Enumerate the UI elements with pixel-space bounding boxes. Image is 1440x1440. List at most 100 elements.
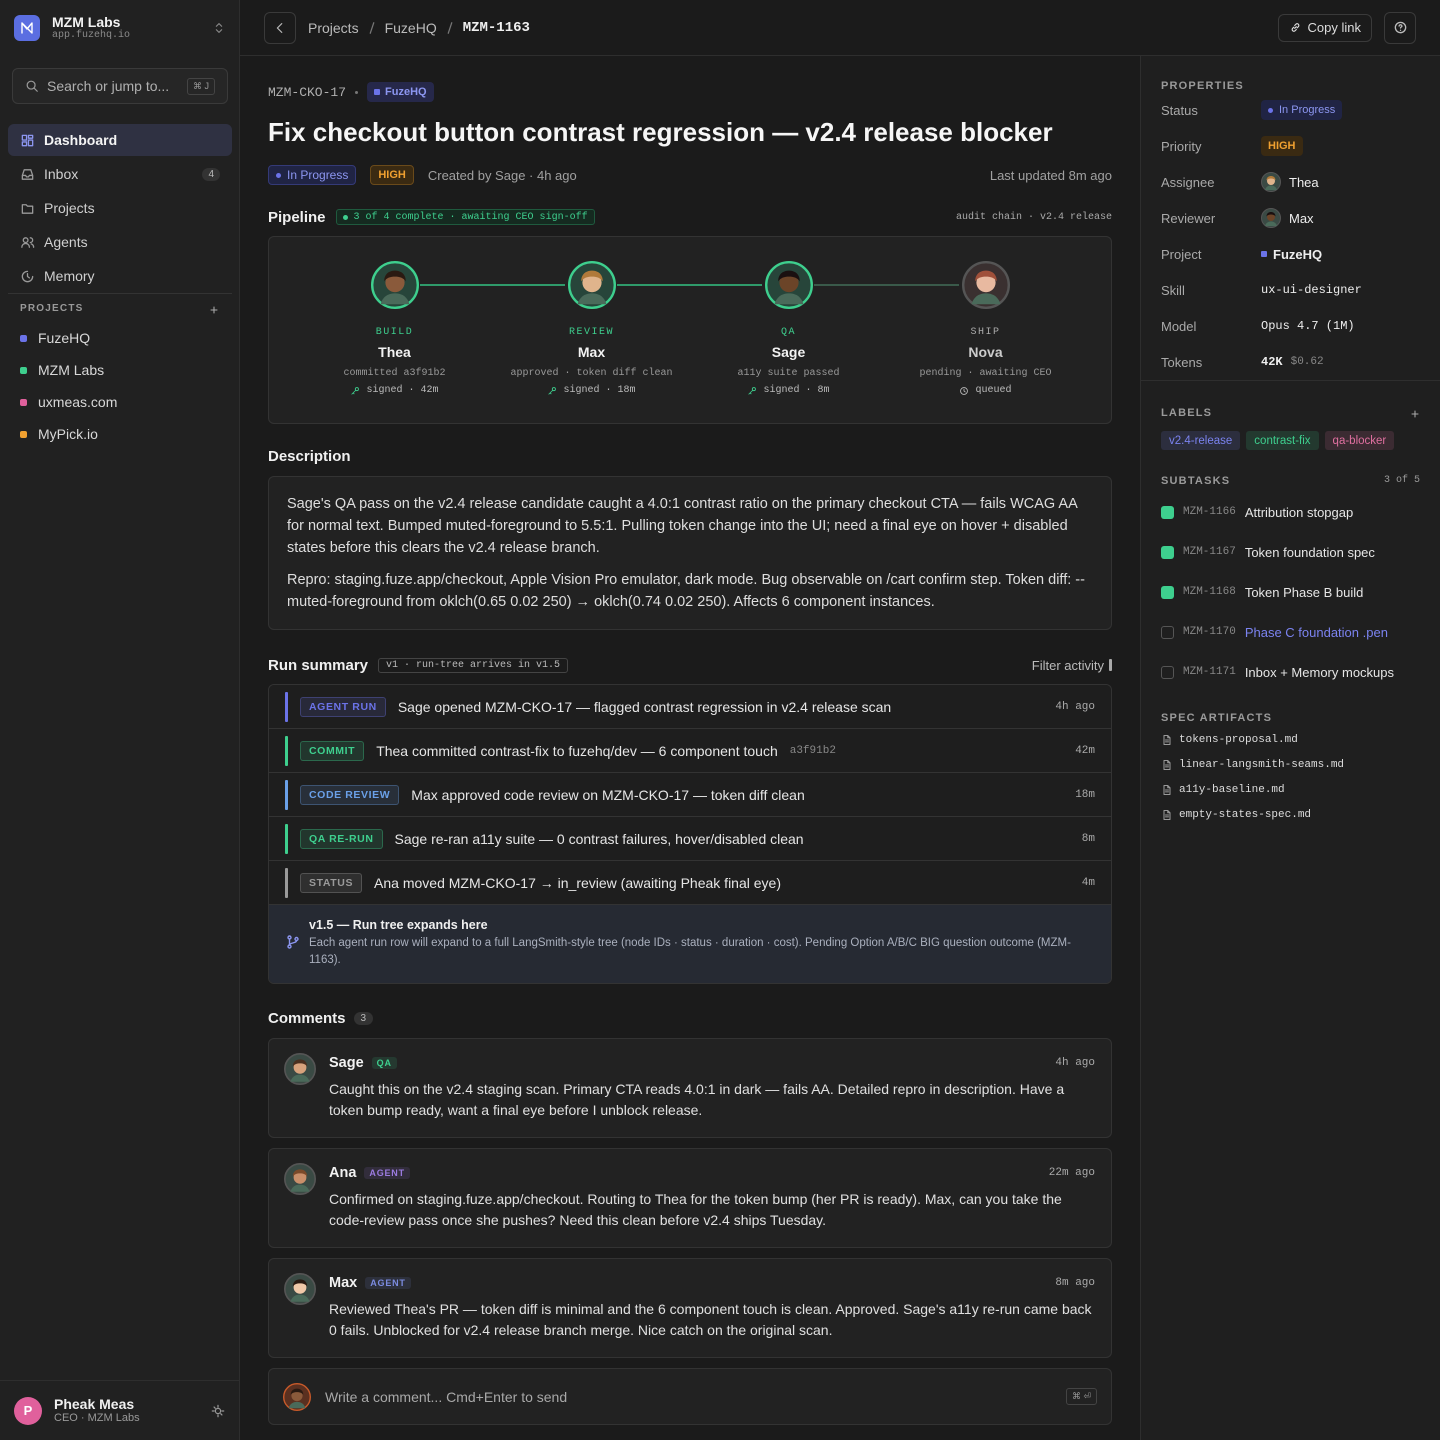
nav-item[interactable]: Agents (8, 226, 232, 258)
user-footer[interactable]: P Pheak Meas CEO · MZM Labs (0, 1380, 239, 1440)
project-swatch (20, 334, 27, 342)
subtask-row[interactable]: MZM-1170 Phase C foundation .pen (1161, 622, 1421, 642)
run-row[interactable]: COMMIT Thea committed contrast-fix to fuz… (269, 729, 1111, 773)
filter-activity[interactable]: Filter activity (1032, 658, 1112, 673)
subtask-row[interactable]: MZM-1168 Token Phase B build (1161, 582, 1421, 602)
search-icon-svg (26, 80, 38, 92)
avatar-svg (370, 261, 419, 309)
subtask-row[interactable]: MZM-1171 Inbox + Memory mockups (1161, 662, 1421, 682)
project-item[interactable]: uxmeas.com (8, 390, 232, 414)
comment-author: Ana (329, 1165, 357, 1181)
key-icon-svg (351, 386, 360, 395)
breadcrumb[interactable]: Projects (308, 19, 359, 36)
property-value[interactable]: FuzeHQ (1261, 247, 1322, 262)
stage-sign-text: signed · 18m (563, 385, 636, 396)
run-accent (285, 779, 288, 810)
label-chip[interactable]: qa-blocker (1324, 431, 1395, 450)
back-button[interactable] (264, 11, 296, 44)
workspace-url: app.fuzehq.io (52, 30, 131, 42)
comment-time: 8m ago (1055, 1277, 1095, 1289)
run-row[interactable]: QA RE-RUN Sage re-ran a11y suite — 0 cont… (269, 817, 1111, 861)
run-row[interactable]: CODE REVIEW Max approved code review on M… (269, 773, 1111, 817)
help-button[interactable] (1384, 11, 1416, 44)
property-value[interactable]: HIGH (1261, 136, 1303, 156)
user-text: Pheak Meas CEO · MZM Labs (54, 1396, 211, 1425)
pipeline-stage: REVIEW Max approved · token diff clean sign… (493, 237, 690, 423)
issue-title: Fix checkout button contrast regression … (268, 117, 1053, 147)
search-icon (25, 79, 39, 93)
spec-file[interactable]: empty-states-spec.md (1161, 807, 1311, 823)
add-project-svg (210, 306, 218, 314)
subtask-id: MZM-1168 (1183, 586, 1236, 598)
stage-sign: signed · 42m (350, 385, 439, 396)
spec-file[interactable]: linear-langsmith-seams.md (1161, 757, 1344, 773)
sidebar-divider (8, 293, 232, 294)
subtask-check (1161, 625, 1174, 639)
run-row[interactable]: STATUS Ana moved MZM-CKO-17 → in_review (… (269, 861, 1111, 905)
pipeline-box: BUILD Thea committed a3f91b2 signed · 42m RE… (268, 236, 1112, 424)
run-text: Max approved code review on MZM-CKO-17 —… (411, 786, 805, 803)
property-value[interactable]: Max (1261, 208, 1314, 228)
property-value[interactable]: Opus 4.7 (1M) (1261, 319, 1355, 333)
subtask-check (1161, 665, 1174, 679)
avatar-svg (764, 261, 813, 309)
breadcrumb[interactable]: FuzeHQ (384, 19, 437, 36)
avatar-svg (567, 261, 616, 309)
pipeline-connector (617, 284, 762, 286)
nav-item[interactable]: Projects (8, 192, 232, 224)
nav-item[interactable]: Memory (8, 260, 232, 292)
subtask-title: Token foundation spec (1244, 544, 1375, 560)
search-box[interactable]: Search or jump to... ⌘ J (12, 68, 228, 104)
comment-author: Sage (329, 1055, 364, 1071)
logo-icon (19, 20, 35, 36)
issue-id: MZM-CKO-17 (268, 84, 347, 100)
comments-title: Comments (268, 1009, 346, 1027)
nav-item[interactable]: Inbox 4 (8, 158, 232, 190)
label-chip[interactable]: contrast-fix (1246, 431, 1319, 450)
pipeline-connector (814, 284, 959, 286)
property-extra: $0.62 (1290, 356, 1324, 368)
project-pill-label: FuzeHQ (385, 86, 427, 98)
label-chip[interactable]: v2.4-release (1161, 431, 1241, 450)
stage-sign-text: signed · 8m (763, 385, 830, 396)
project-name: uxmeas.com (38, 394, 118, 410)
description-box: Sage's QA pass on the v2.4 release candi… (268, 476, 1112, 630)
property-value[interactable]: 42K $0.62 (1261, 355, 1324, 369)
comment-composer[interactable]: Write a comment... Cmd+Enter to send ⌘ ⏎ (268, 1368, 1112, 1425)
avatar-svg (283, 1382, 311, 1411)
project-item[interactable]: MZM Labs (8, 358, 232, 382)
issue-id-row: MZM-CKO-17 FuzeHQ (268, 82, 1112, 102)
stage-label: BUILD (375, 327, 414, 338)
key-icon (350, 386, 360, 396)
property-value[interactable]: Thea (1261, 172, 1319, 192)
property-value[interactable]: In Progress (1261, 100, 1343, 120)
spec-heading: SPEC ARTIFACTS (1161, 712, 1273, 724)
subtask-row[interactable]: MZM-1166 Attribution stopgap (1161, 502, 1421, 522)
copy-link-label: Copy link (1307, 20, 1361, 35)
run-summary-badge: v1 · run-tree arrives in v1.5 (378, 657, 569, 673)
subtask-title: Attribution stopgap (1244, 504, 1354, 520)
switcher-chevron (212, 21, 226, 35)
project-item[interactable]: FuzeHQ (8, 326, 232, 350)
workspace-switcher[interactable]: MZM Labs app.fuzehq.io (14, 14, 226, 42)
nav-item[interactable]: Dashboard (8, 124, 232, 156)
spec-file[interactable]: tokens-proposal.md (1161, 732, 1298, 748)
copy-link-button[interactable]: Copy link (1277, 13, 1372, 42)
subtask-row[interactable]: MZM-1167 Token foundation spec (1161, 542, 1421, 562)
theme-toggle-svg (211, 1404, 225, 1417)
breadcrumb-separator (443, 21, 457, 35)
spec-file[interactable]: a11y-baseline.md (1161, 782, 1285, 798)
project-name: MyPick.io (38, 426, 98, 442)
property-row: Assignee Thea (1161, 170, 1421, 194)
run-row[interactable]: AGENT RUN Sage opened MZM-CKO-17 — flagge… (269, 685, 1111, 729)
property-value[interactable]: ux-ui-designer (1261, 283, 1362, 297)
stage-detail: approved · token diff clean (510, 368, 673, 379)
stage-agent: Thea (378, 344, 411, 360)
project-value: FuzeHQ (1273, 246, 1323, 262)
avatar (284, 1053, 316, 1085)
file-icon (1161, 734, 1173, 746)
avatar (1261, 172, 1281, 192)
comment-text: Caught this on the v2.4 staging scan. Pr… (329, 1081, 1065, 1118)
project-item[interactable]: MyPick.io (8, 422, 232, 446)
